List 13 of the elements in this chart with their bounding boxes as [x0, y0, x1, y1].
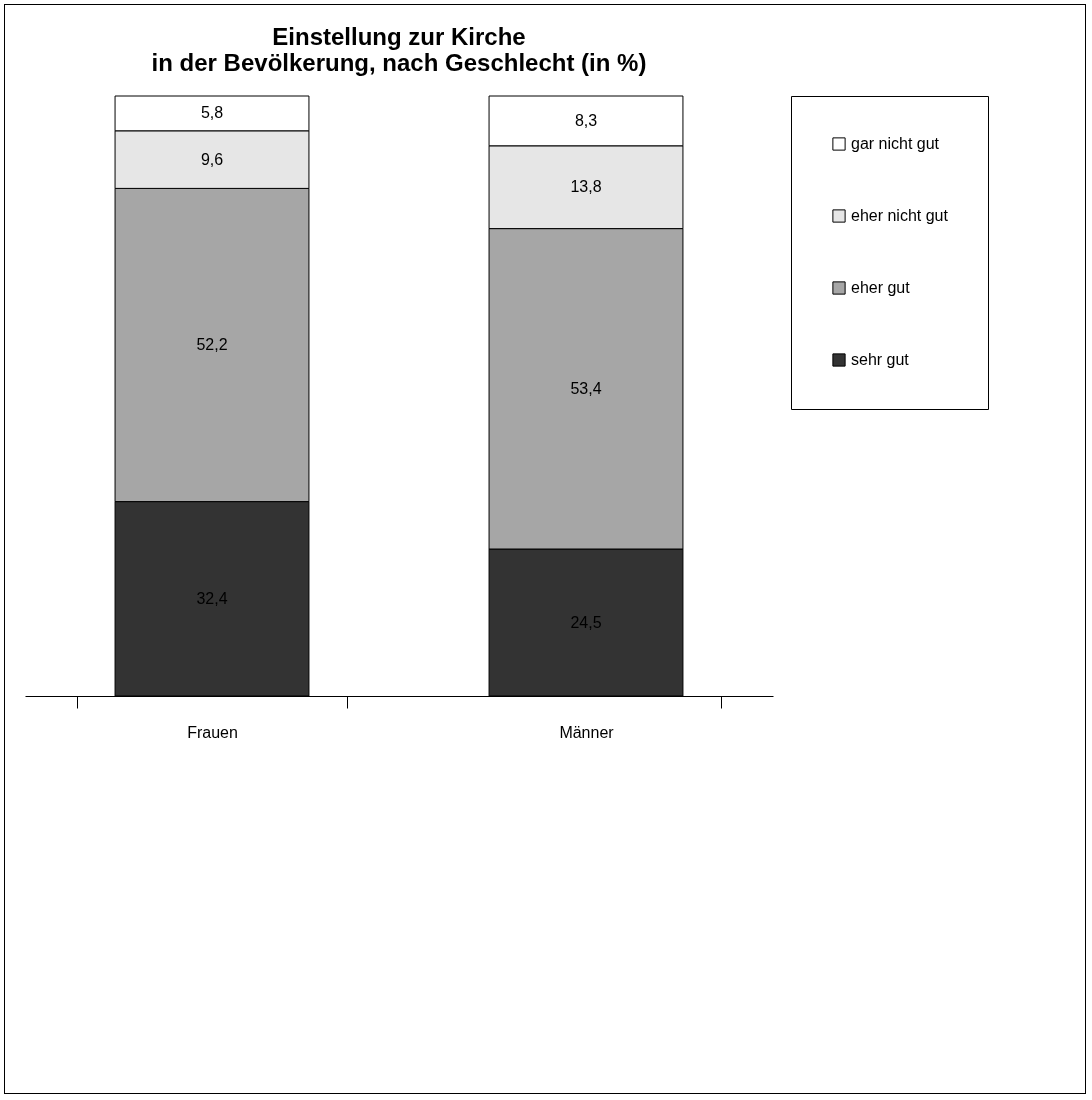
data-label: 53,4: [570, 379, 602, 397]
legend-label: eher nicht gut: [851, 207, 949, 224]
x-tick-label: Männer: [559, 723, 615, 741]
data-label: 13,8: [570, 178, 602, 196]
chart-title: Einstellung zur Kirche in der Bevölkerung, nach Geschlecht (in %): [151, 22, 647, 76]
data-label: 8,3: [574, 111, 598, 129]
x-tick-label: Frauen: [187, 723, 238, 741]
legend-label: eher gut: [851, 279, 911, 296]
data-label: 52,2: [196, 336, 228, 353]
data-label: 9,6: [200, 150, 224, 168]
legend-label: gar nicht gut: [851, 135, 940, 152]
data-label: 5,8: [200, 104, 224, 122]
legend-label: sehr gut: [851, 351, 910, 368]
